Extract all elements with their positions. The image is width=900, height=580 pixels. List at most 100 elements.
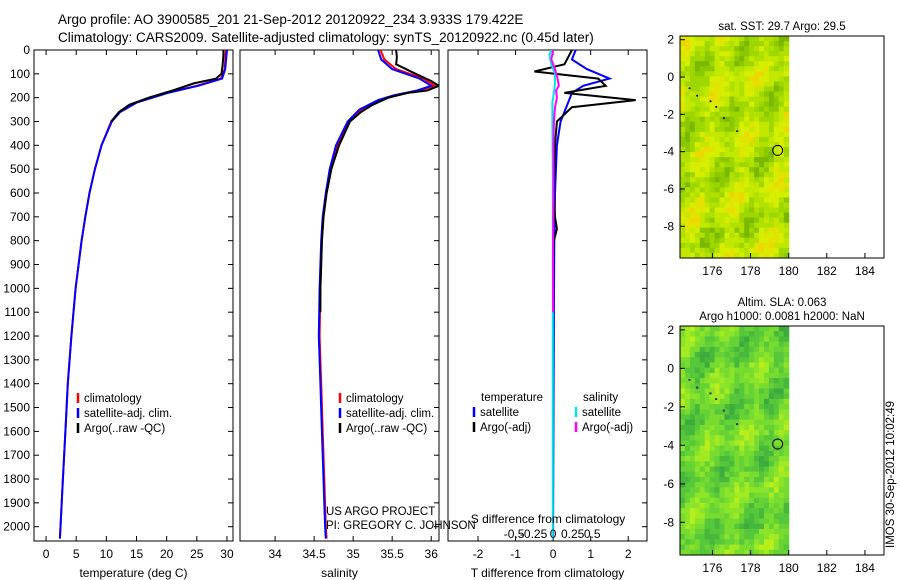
map-cell: [749, 61, 755, 67]
map-cell: [689, 471, 696, 478]
map-cell: [754, 492, 760, 499]
map-cell: [734, 440, 740, 447]
header-line1: Argo profile: AO 3900585_201 21-Sep-2012…: [58, 12, 523, 27]
map-cell: [783, 252, 790, 259]
map-cell: [699, 513, 706, 520]
map-cell: [684, 237, 691, 244]
map-cell: [699, 404, 706, 410]
map-cell: [699, 172, 706, 178]
map-cell: [709, 157, 716, 163]
map-cell: [759, 482, 765, 488]
map-cell: [724, 398, 730, 405]
map-cell: [763, 61, 770, 67]
map-cell: [783, 187, 790, 194]
map-cell: [729, 126, 735, 133]
map-cell: [739, 91, 745, 98]
map-cell: [724, 51, 730, 57]
map-cell: [763, 440, 770, 447]
map-cell: [694, 197, 701, 204]
map-cell: [749, 461, 755, 468]
map-cell: [719, 341, 726, 348]
x-tick-label: 0: [43, 547, 50, 561]
map-cell: [709, 46, 716, 52]
map-cell: [763, 372, 770, 379]
track-point: [696, 94, 699, 97]
map-cell: [709, 192, 716, 199]
map-cell: [783, 528, 790, 535]
map-cell: [724, 471, 730, 478]
map-cell: [704, 549, 711, 556]
map-cell: [729, 523, 735, 530]
map-cell: [783, 197, 790, 204]
map-cell: [763, 435, 770, 442]
map-cell: [724, 419, 730, 426]
map-cell: [734, 398, 740, 405]
map-cell: [749, 539, 755, 546]
map-cell: [739, 497, 745, 504]
y-tick-label: 1900: [3, 496, 30, 510]
map-cell: [709, 430, 716, 436]
map-cell: [719, 476, 726, 483]
map-cell: [694, 549, 701, 556]
map-cell: [759, 207, 765, 214]
map-cell: [773, 41, 780, 47]
map-cell: [744, 202, 750, 209]
map-cell: [783, 222, 790, 229]
map-cell: [719, 466, 726, 473]
map-cell: [729, 152, 735, 158]
map-cell: [689, 492, 696, 499]
map-cell: [739, 346, 745, 353]
map-cell: [739, 217, 745, 224]
map-cell: [704, 131, 711, 138]
map-cell: [694, 91, 701, 98]
map-cell: [729, 177, 735, 183]
map-cell: [709, 56, 716, 62]
map-cell: [768, 116, 775, 123]
map-cell: [749, 91, 755, 98]
map-cell: [773, 362, 780, 369]
map-cell: [689, 388, 696, 395]
map-cell: [749, 378, 755, 384]
map-cell: [773, 549, 780, 556]
map-cell: [699, 106, 706, 113]
map-cell: [783, 341, 790, 348]
map-cell: [749, 237, 755, 244]
track-point: [688, 87, 691, 90]
map-cell: [714, 513, 721, 520]
map-cell: [749, 222, 755, 229]
map-cell: [704, 116, 711, 123]
map-cell: [783, 398, 790, 405]
project-label: US ARGO PROJECT: [326, 506, 435, 518]
map-cell: [744, 435, 750, 442]
x-axis-label: salinity: [321, 566, 358, 580]
map-cell: [689, 326, 696, 332]
map-cell: [739, 237, 745, 244]
map-cell: [768, 131, 775, 138]
map-cell: [684, 445, 691, 452]
map-cell: [763, 326, 770, 332]
map-cell: [719, 101, 726, 108]
map-cell: [699, 36, 706, 42]
y-tick-label: 0: [23, 43, 30, 57]
map-cell: [773, 91, 780, 98]
map-cell: [729, 352, 735, 358]
map-cell: [684, 232, 691, 239]
map-cell: [724, 497, 730, 504]
map-cell: [694, 404, 701, 410]
map-cell: [689, 111, 696, 118]
map-cell: [768, 152, 775, 158]
map-cell: [704, 419, 711, 426]
map-cell: [729, 212, 735, 219]
map-cell: [729, 202, 735, 209]
map-cell: [734, 76, 740, 83]
map-cell: [773, 393, 780, 400]
map-cell: [689, 36, 696, 42]
map-cell: [768, 232, 775, 239]
map-cell: [709, 487, 716, 494]
map-cell: [763, 492, 770, 499]
map-cell: [739, 445, 745, 452]
map-cell: [684, 126, 691, 133]
map-cell: [763, 141, 770, 148]
map-cell: [744, 152, 750, 158]
map-cell: [709, 357, 716, 364]
